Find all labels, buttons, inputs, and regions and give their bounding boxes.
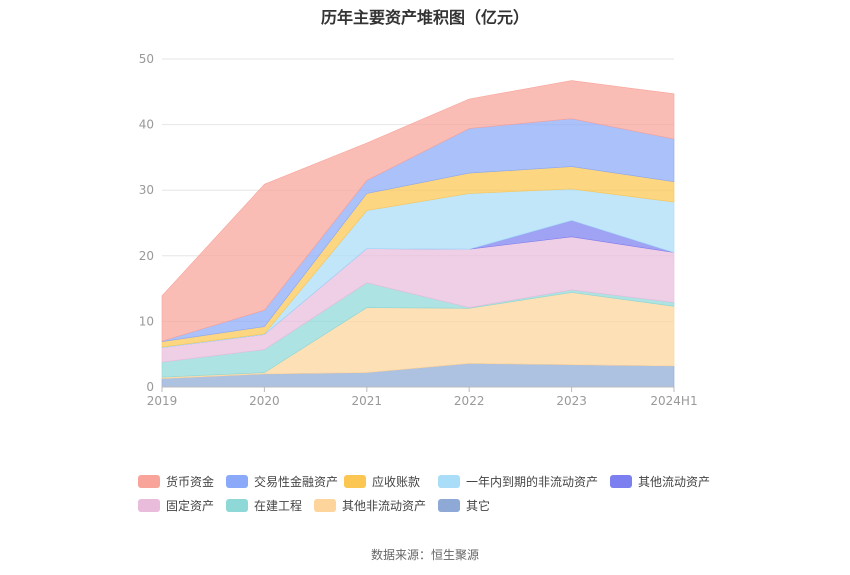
legend-label: 交易性金融资产 bbox=[254, 474, 339, 489]
legend-swatch bbox=[610, 474, 632, 488]
legend-item-3[interactable]: 一年内到期的非流动资产 bbox=[438, 472, 598, 490]
x-tick-label: 2021 bbox=[352, 394, 383, 408]
y-tick-label: 50 bbox=[139, 52, 154, 66]
area-series[interactable] bbox=[161, 80, 675, 342]
y-tick-label: 40 bbox=[139, 118, 154, 132]
legend-swatch bbox=[226, 474, 248, 488]
legend-label: 固定资产 bbox=[166, 498, 215, 513]
x-tick-label: 2022 bbox=[454, 394, 485, 408]
legend-label: 货币资金 bbox=[166, 474, 215, 489]
legend-swatch bbox=[438, 474, 460, 488]
legend-swatch bbox=[138, 498, 160, 512]
legend-label: 一年内到期的非流动资产 bbox=[466, 474, 599, 489]
legend-item-4[interactable]: 其他流动资产 bbox=[610, 472, 710, 490]
legend-label: 应收账款 bbox=[372, 474, 421, 489]
legend-label: 其他非流动资产 bbox=[342, 498, 427, 513]
legend-label: 在建工程 bbox=[254, 498, 303, 513]
legend-item-8[interactable]: 其它 bbox=[438, 496, 490, 514]
legend-label: 其它 bbox=[466, 498, 491, 513]
area-series-group bbox=[161, 80, 675, 388]
legend-item-7[interactable]: 其他非流动资产 bbox=[314, 496, 426, 514]
legend-swatch bbox=[438, 498, 460, 512]
legend-label: 其他流动资产 bbox=[638, 474, 711, 489]
legend-swatch bbox=[344, 474, 366, 488]
legend-swatch bbox=[314, 498, 336, 512]
legend-swatch bbox=[138, 474, 160, 488]
x-tick-label: 2024H1 bbox=[650, 394, 697, 408]
data-source: 数据来源：恒生聚源 bbox=[370, 548, 479, 562]
legend-item-6[interactable]: 在建工程 bbox=[226, 496, 302, 514]
x-tick-label: 2023 bbox=[556, 394, 587, 408]
stacked-area-chart: 0 10 20 30 40 50 2019 2020 2021 2022 2023 2024H1 bbox=[139, 52, 698, 408]
x-tick-label: 2020 bbox=[249, 394, 280, 408]
axes: 0 10 20 30 40 50 2019 2020 2021 2022 2023 2024H1 bbox=[139, 52, 698, 408]
y-tick-label: 10 bbox=[139, 314, 154, 328]
chart-title: 历年主要资产堆积图（亿元） bbox=[320, 8, 529, 27]
legend-item-2[interactable]: 应收账款 bbox=[344, 472, 420, 490]
y-tick-label: 0 bbox=[146, 380, 154, 394]
legend-item-5[interactable]: 固定资产 bbox=[138, 496, 214, 514]
y-tick-label: 30 bbox=[139, 183, 154, 197]
legend-swatch bbox=[226, 498, 248, 512]
y-tick-label: 20 bbox=[139, 249, 154, 263]
legend-item-0[interactable]: 货币资金 bbox=[138, 472, 214, 490]
legend-item-1[interactable]: 交易性金融资产 bbox=[226, 472, 338, 490]
x-tick-label: 2019 bbox=[147, 394, 178, 408]
